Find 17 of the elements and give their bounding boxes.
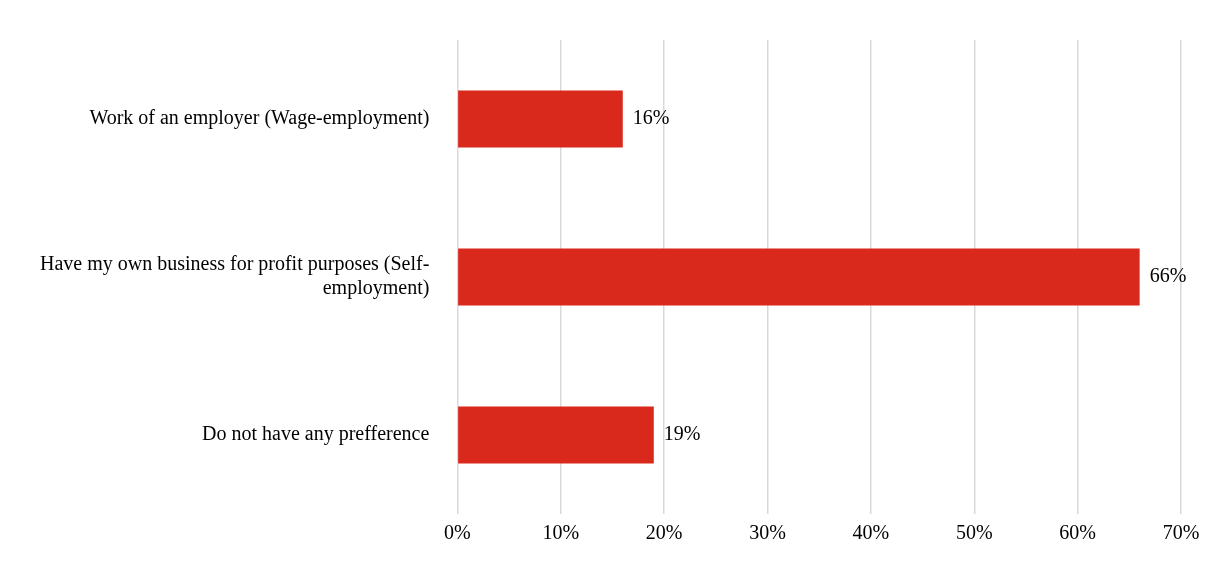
data-label: 16%: [632, 106, 670, 129]
bar: [458, 406, 654, 464]
x-tick-label: 60%: [1059, 521, 1096, 544]
y-tick-label: Work of an employer (Wage-employment): [89, 106, 430, 130]
data-label: 19%: [663, 422, 701, 445]
x-tick-label: 70%: [1162, 521, 1200, 544]
x-tick-label: 10%: [542, 521, 580, 544]
x-tick-label: 50%: [955, 521, 993, 544]
bar: [458, 248, 1140, 306]
bar: [458, 90, 623, 148]
x-tick-label: 0%: [444, 521, 471, 544]
data-label: 66%: [1149, 264, 1187, 287]
y-tick-label: Do not have any prefference: [202, 422, 430, 446]
y-tick-label: Have my own business for profit purposes (Self-employment): [40, 252, 430, 300]
x-tick-label: 40%: [852, 521, 890, 544]
x-tick-label: 20%: [645, 521, 683, 544]
x-tick-label: 30%: [749, 521, 786, 544]
